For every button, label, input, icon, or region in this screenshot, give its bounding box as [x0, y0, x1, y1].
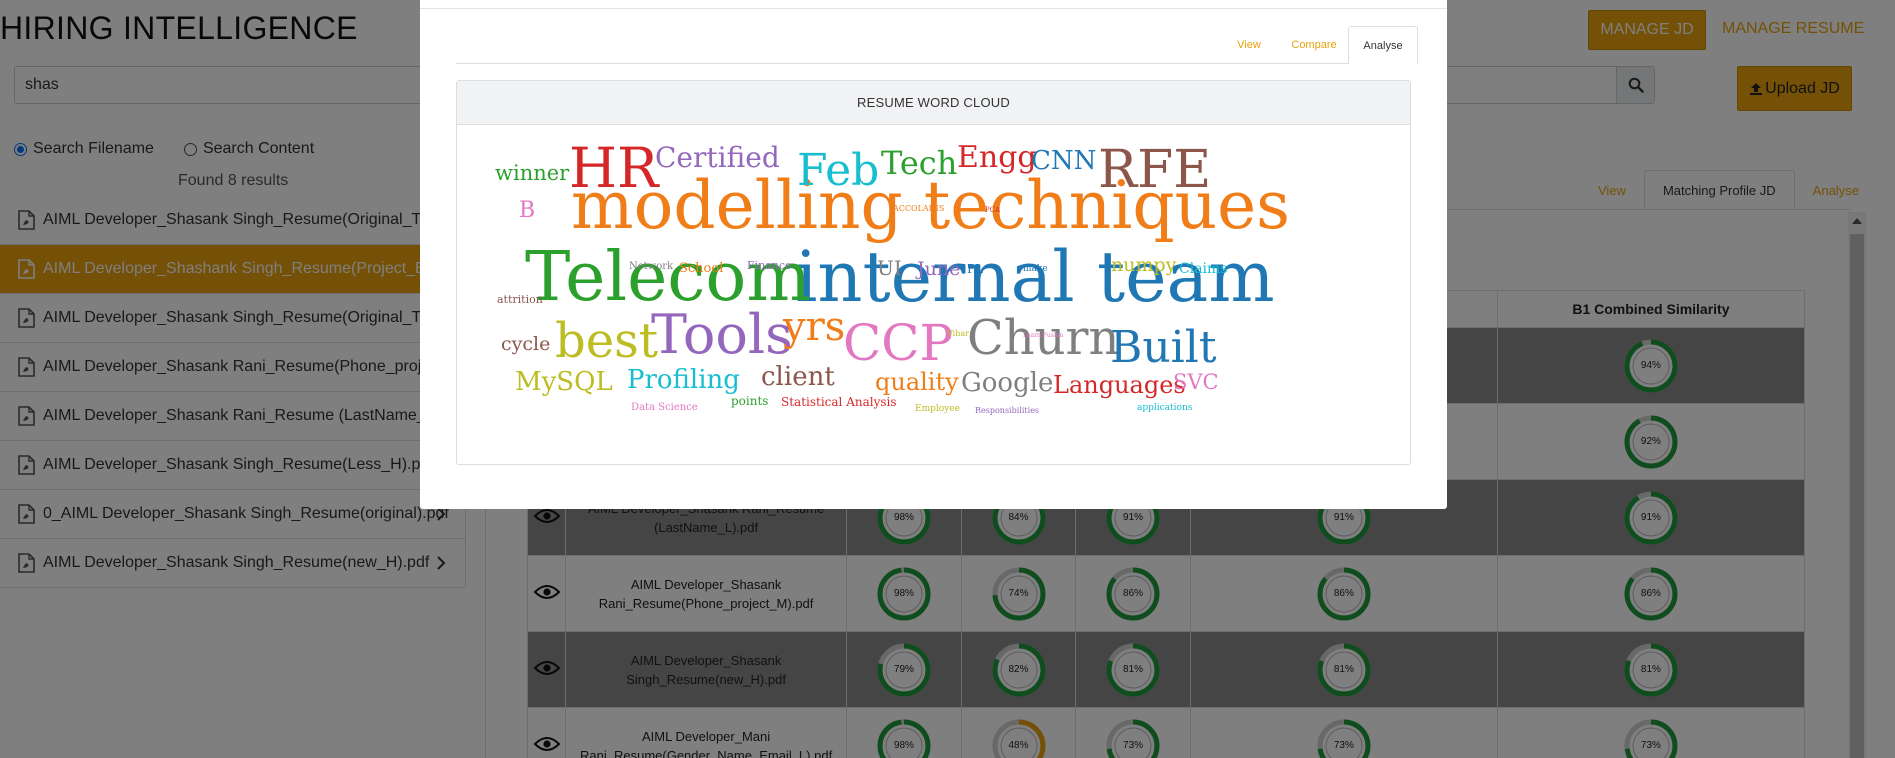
word-cloud-word: PL — [967, 262, 983, 276]
word-cloud-word: Tech — [881, 144, 957, 182]
word-cloud-word: Profiling — [627, 365, 740, 395]
word-cloud-word: best — [555, 313, 658, 369]
word-cloud-word: attrition — [497, 293, 543, 306]
word-cloud-word: PCA — [985, 206, 1001, 214]
word-cloud-word: CNN — [1031, 146, 1096, 176]
word-cloud-word: UI — [877, 256, 902, 280]
word-cloud-word: Engg — [957, 140, 1037, 175]
word-cloud-word: RFE — [1098, 140, 1211, 200]
modal-tab-bar: View Compare Analyse — [456, 26, 1418, 65]
word-cloud-word: Vihar — [946, 329, 969, 338]
word-cloud-word: Employee — [915, 404, 960, 414]
word-cloud-word: Built — [1110, 322, 1217, 373]
word-cloud-word: winner — [495, 161, 570, 185]
word-cloud-word: ACCOLAINS — [892, 204, 944, 213]
word-cloud-word: Churn — [967, 310, 1119, 366]
word-cloud-word: Languages — [1053, 371, 1186, 399]
word-cloud-word: School — [679, 261, 723, 276]
word-cloud-word: modelling techniques — [571, 167, 1290, 244]
word-cloud-word: Finance — [747, 259, 792, 272]
word-cloud-word: Feb — [797, 145, 879, 196]
word-cloud-word: numpy — [1111, 254, 1177, 276]
word-cloud-title: RESUME WORD CLOUD — [457, 81, 1410, 125]
word-cloud-word: make — [1023, 264, 1048, 274]
modal-header-divider — [420, 8, 1447, 9]
word-cloud-word: B — [519, 198, 535, 223]
word-cloud-word: Learn Fusion — [1023, 332, 1063, 339]
word-cloud-word: CCP — [843, 314, 953, 372]
word-cloud-word: Claims — [1179, 261, 1227, 277]
word-cloud-word: Data Science — [631, 402, 698, 413]
word-cloud-word: MySQL — [515, 367, 613, 397]
word-cloud-word: Statistical Analysis — [781, 395, 897, 409]
word-cloud-word: Network — [629, 261, 674, 272]
word-cloud-word: HR — [569, 136, 660, 200]
word-cloud-word: SVC — [1173, 370, 1219, 394]
modal-tab-compare[interactable]: Compare — [1291, 39, 1337, 51]
word-cloud-word: Telecom — [525, 238, 811, 317]
word-cloud-word: internal team — [795, 236, 1275, 318]
word-cloud-word: June — [915, 258, 960, 280]
word-cloud-word: points — [731, 394, 768, 408]
word-cloud-word: Certified — [655, 141, 780, 174]
word-cloud-word: Tools — [651, 303, 793, 366]
word-cloud-word: yrs — [782, 304, 845, 350]
word-cloud-word: client — [761, 362, 835, 392]
word-cloud-word: cycle — [501, 333, 550, 355]
analyse-modal: View Compare Analyse RESUME WORD CLOUD m… — [420, 0, 1447, 509]
word-cloud-word: Google — [961, 368, 1053, 398]
word-cloud-word: Responsibilities — [975, 406, 1039, 415]
word-cloud-word: applications — [1137, 403, 1193, 413]
word-cloud-card: RESUME WORD CLOUD modelling techniques in… — [456, 80, 1411, 465]
modal-tab-view[interactable]: View — [1237, 39, 1261, 51]
word-cloud-word: quality — [875, 368, 959, 396]
modal-tab-analyse[interactable]: Analyse — [1348, 26, 1418, 65]
